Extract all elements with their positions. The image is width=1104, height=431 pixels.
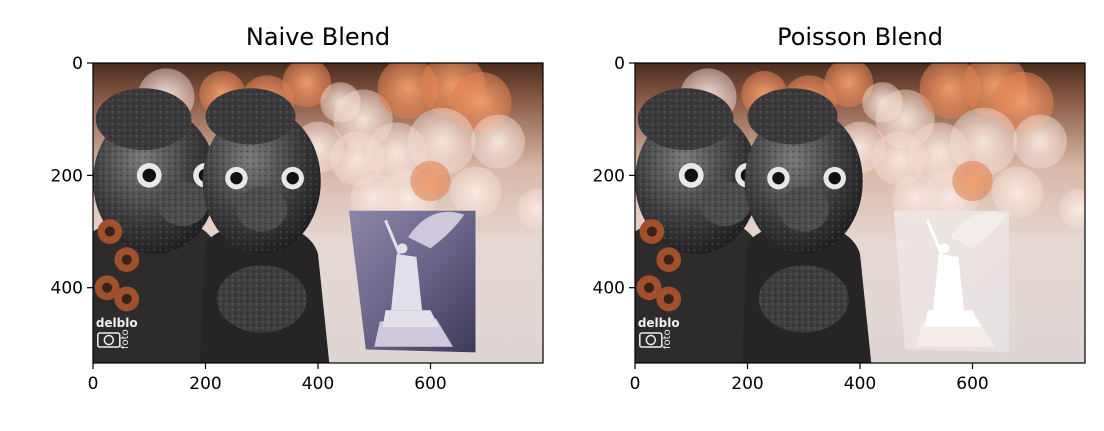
y-tick-label: 200 xyxy=(593,166,625,186)
angel-wings xyxy=(950,211,1007,249)
bokeh-light xyxy=(952,160,993,202)
bokeh-light xyxy=(350,174,398,222)
x-tick-label: 0 xyxy=(88,374,99,394)
x-tick-label: 400 xyxy=(302,374,334,394)
y-tick-label: 0 xyxy=(614,54,625,74)
bokeh-light xyxy=(1013,114,1067,169)
bokeh-light xyxy=(410,160,451,202)
statue-pupil xyxy=(828,171,841,185)
x-tick-label: 400 xyxy=(844,374,876,394)
angel-wings xyxy=(408,211,465,249)
angel-body xyxy=(391,254,423,311)
statue-pupil xyxy=(772,171,785,185)
statue-pupil xyxy=(684,168,698,183)
bokeh-light xyxy=(449,166,502,218)
statue-pupil xyxy=(230,171,243,185)
bokeh-light xyxy=(282,63,332,107)
x-tick-label: 0 xyxy=(630,374,641,394)
angel-arm xyxy=(384,219,401,255)
bokeh-light xyxy=(824,63,874,107)
y-tick-label: 400 xyxy=(593,279,625,299)
x-tick-label: 600 xyxy=(956,374,988,394)
chart-title: Poisson Blend xyxy=(777,23,943,51)
statue-pupil xyxy=(286,171,299,185)
angel-arm xyxy=(926,219,943,255)
watermark-text: delblo xyxy=(96,316,138,330)
watermark-text: delblo xyxy=(638,316,680,330)
y-tick-label: 200 xyxy=(51,166,83,186)
x-tick-label: 200 xyxy=(189,374,221,394)
bokeh-light xyxy=(1059,188,1085,230)
bokeh-light xyxy=(517,188,543,230)
statue-pupil xyxy=(142,168,156,183)
camera-icon xyxy=(639,332,663,348)
camera-icon xyxy=(97,332,121,348)
y-tick-label: 0 xyxy=(72,54,83,74)
bokeh-light xyxy=(892,174,940,222)
chart-title: Naive Blend xyxy=(246,23,390,51)
bokeh-light xyxy=(872,131,927,186)
y-tick-label: 400 xyxy=(51,279,83,299)
bokeh-light xyxy=(991,166,1044,218)
watermark-text: foto xyxy=(120,329,131,349)
x-tick-label: 200 xyxy=(731,374,763,394)
watermark-text: foto xyxy=(662,329,673,349)
bokeh-light xyxy=(330,131,385,186)
angel-body xyxy=(933,254,965,311)
x-tick-label: 600 xyxy=(414,374,446,394)
bokeh-light xyxy=(471,114,525,169)
